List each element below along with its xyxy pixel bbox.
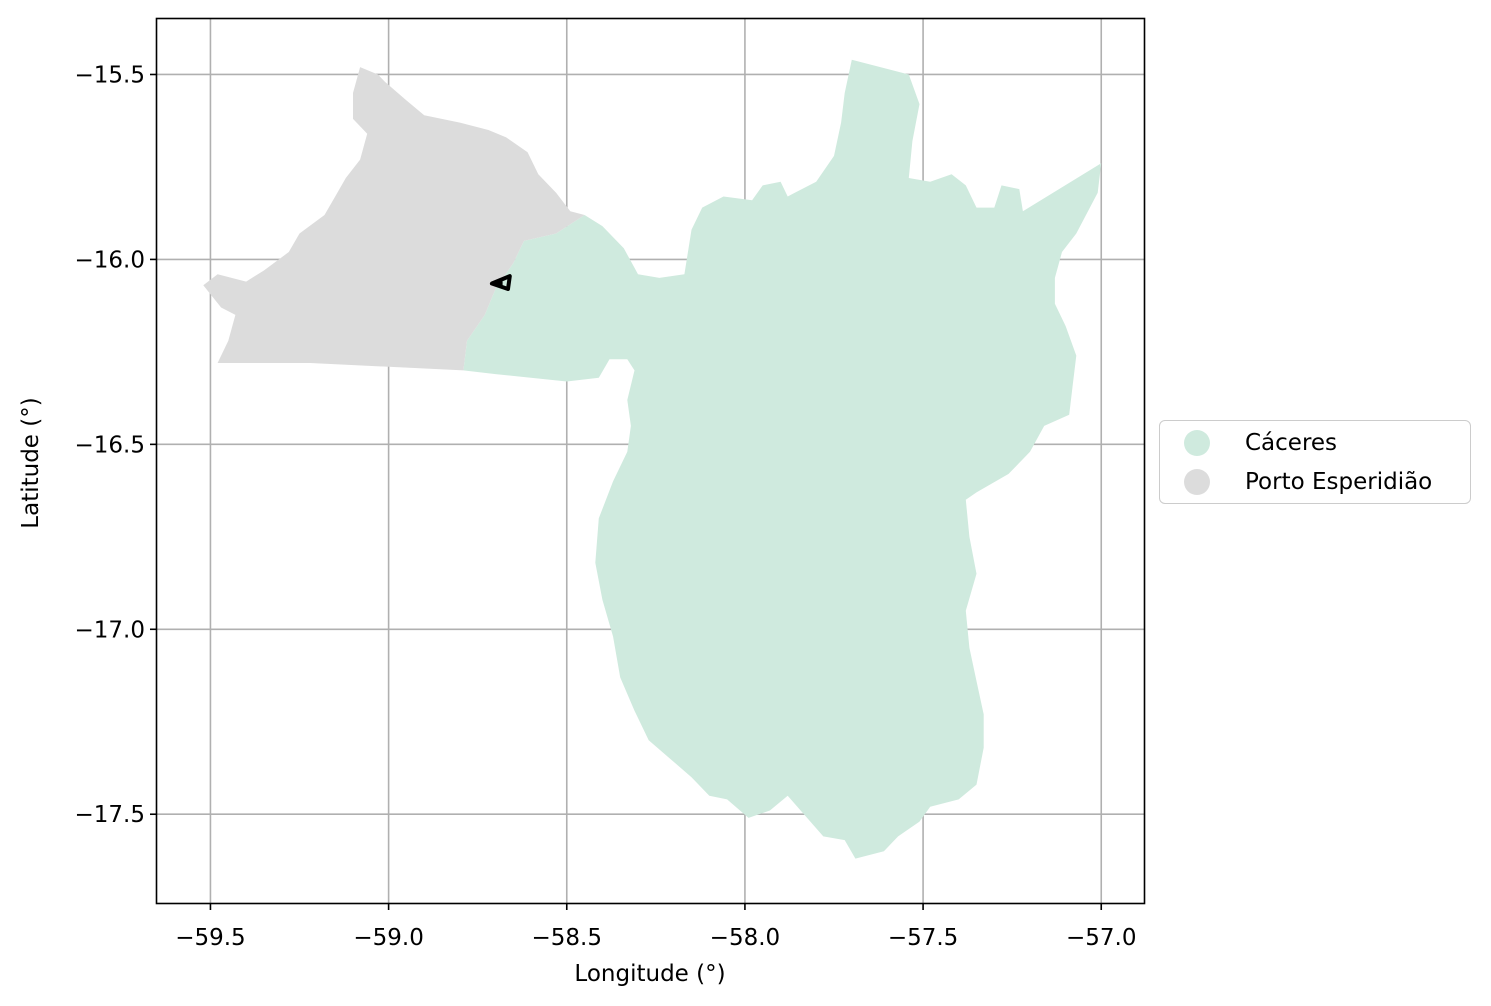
y-tick-label: −17.0 [75, 617, 145, 643]
x-tick-label: −57.5 [888, 925, 958, 951]
x-tick-label: −59.5 [175, 925, 245, 951]
legend-label-porto-esperidiao: Porto Esperidião [1245, 469, 1433, 495]
x-tick-label: −58.5 [532, 925, 602, 951]
x-tick-label: −59.0 [353, 925, 423, 951]
region-porto-esperidiao [203, 67, 585, 371]
legend-marker-caceres [1184, 430, 1210, 456]
region-caceres [463, 59, 1102, 859]
y-tick-label: −15.5 [75, 62, 145, 88]
x-tick-label: −58.0 [710, 925, 780, 951]
x-axis-label: Longitude (°) [574, 961, 725, 987]
outline-marker-shape [489, 274, 512, 291]
x-tick-label: −57.0 [1066, 925, 1136, 951]
legend-marker-porto-esperidiao [1184, 469, 1210, 495]
outline-marker [489, 274, 512, 291]
map-regions [203, 59, 1102, 859]
y-axis-label: Latitude (°) [18, 397, 44, 528]
legend-label-caceres: Cáceres [1245, 430, 1338, 456]
legend: Cáceres Porto Esperidião [1159, 420, 1471, 504]
y-tick-label: −16.5 [75, 432, 145, 458]
plot-frame [155, 17, 1146, 905]
y-tick-label: −16.0 [75, 247, 145, 273]
axis-ticks: −59.5 −59.0 −58.5 −58.0 −57.5 −57.0 −15.5 −16.0… [75, 62, 1137, 951]
y-tick-label: −17.5 [75, 802, 145, 828]
